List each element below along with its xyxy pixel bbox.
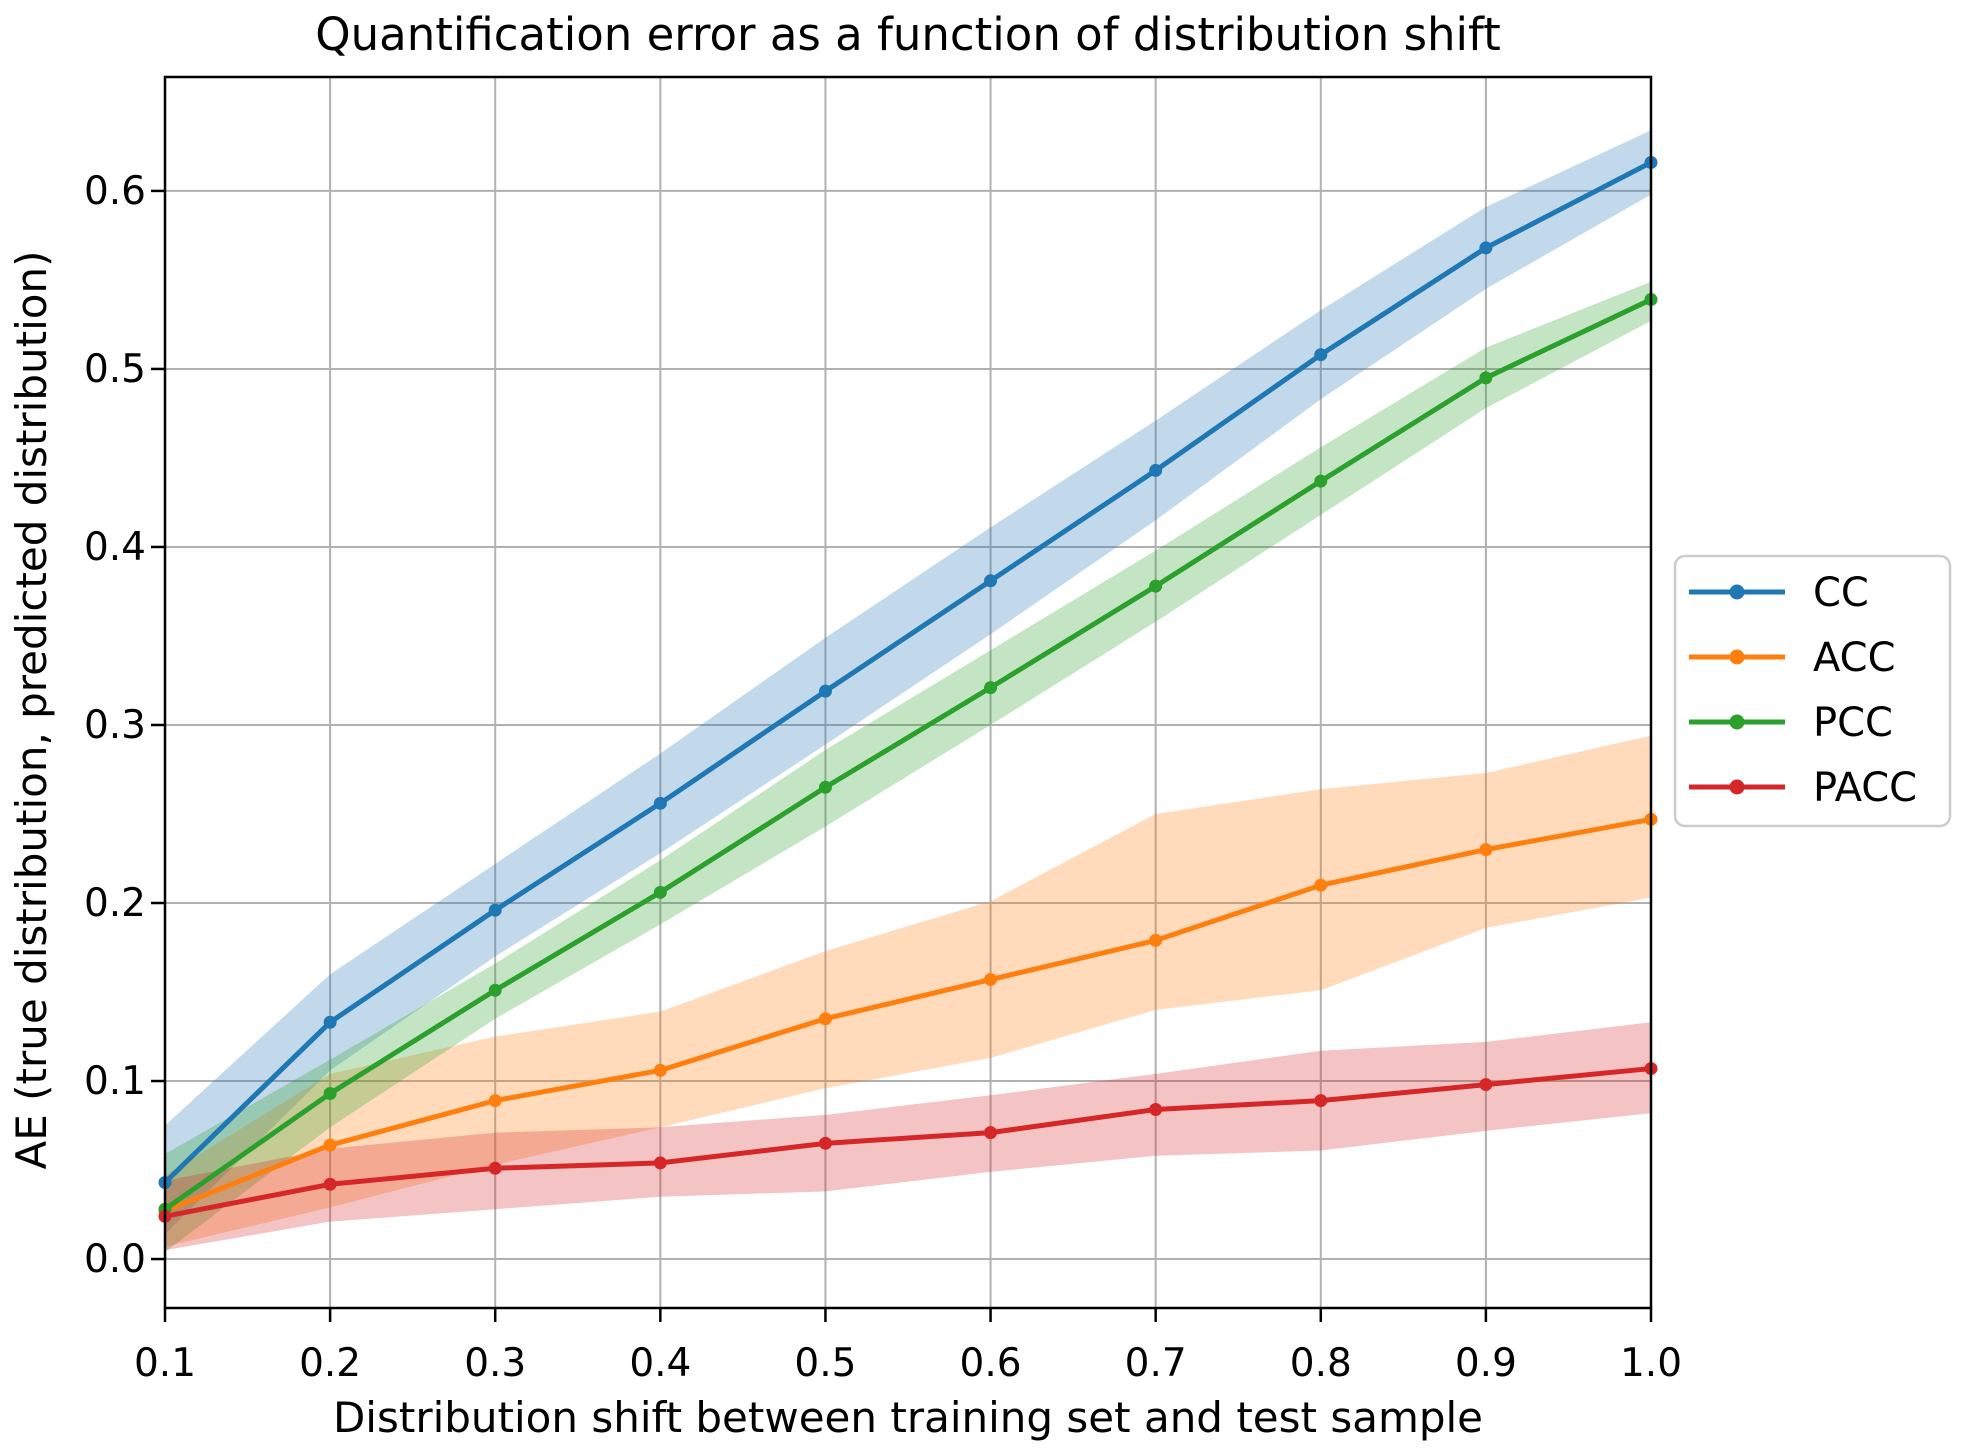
legend-marker bbox=[1729, 714, 1745, 730]
data-point-pacc bbox=[1149, 1103, 1163, 1117]
data-point-cc bbox=[1314, 348, 1328, 362]
data-point-pcc bbox=[1149, 579, 1163, 593]
data-point-pacc bbox=[653, 1156, 667, 1170]
legend-box bbox=[1673, 554, 1952, 828]
data-point-cc bbox=[1149, 463, 1163, 477]
data-point-acc bbox=[818, 1012, 832, 1026]
data-point-pacc bbox=[1479, 1078, 1493, 1092]
data-point-cc bbox=[1479, 241, 1493, 255]
legend-item-acc: ACC bbox=[1689, 635, 1896, 681]
y-tick-label: 0.0 bbox=[84, 1237, 146, 1282]
legend: CC ACC PCC PACC bbox=[1673, 554, 1952, 828]
data-point-pacc bbox=[488, 1161, 502, 1175]
data-point-acc bbox=[1314, 878, 1328, 892]
legend-label: CC bbox=[1813, 570, 1869, 616]
x-tick-label: 0.2 bbox=[299, 1341, 361, 1386]
data-point-cc bbox=[984, 574, 998, 588]
legend-item-cc: CC bbox=[1689, 570, 1869, 616]
x-tick-label: 0.7 bbox=[1125, 1341, 1187, 1386]
data-point-pacc bbox=[1314, 1094, 1328, 1108]
legend-marker bbox=[1729, 649, 1745, 665]
x-tick-labels: 0.1 0.2 0.3 0.4 0.5 0.6 0.7 0.8 0.9 1.0 bbox=[134, 1341, 1682, 1386]
y-tick-label: 0.3 bbox=[84, 703, 146, 748]
data-point-acc bbox=[1479, 843, 1493, 857]
confidence-band-pcc bbox=[165, 281, 1651, 1252]
series-line-acc bbox=[162, 816, 1654, 1214]
legend-marker bbox=[1729, 779, 1745, 795]
data-point-acc bbox=[488, 1094, 502, 1108]
x-tick-label: 0.3 bbox=[464, 1341, 526, 1386]
x-tick-label: 0.9 bbox=[1455, 1341, 1517, 1386]
chart-title: Quantification error as a function of di… bbox=[315, 8, 1501, 61]
legend-label: ACC bbox=[1813, 635, 1896, 681]
data-point-cc bbox=[818, 684, 832, 698]
data-point-pcc bbox=[818, 780, 832, 794]
data-point-pcc bbox=[984, 681, 998, 695]
plot-border bbox=[163, 75, 1653, 1310]
data-point-pcc bbox=[1314, 474, 1328, 488]
data-point-pacc bbox=[818, 1136, 832, 1150]
data-point-pcc bbox=[488, 983, 502, 997]
data-point-cc bbox=[488, 903, 502, 917]
legend-label: PCC bbox=[1813, 700, 1893, 746]
legend-item-pacc: PACC bbox=[1689, 765, 1917, 811]
data-point-pacc bbox=[323, 1177, 337, 1191]
data-point-pcc bbox=[653, 885, 667, 899]
series-line-cc bbox=[162, 159, 1654, 1185]
x-tick-label: 0.6 bbox=[960, 1341, 1022, 1386]
y-tick-label: 0.5 bbox=[84, 347, 146, 392]
data-point-acc bbox=[984, 973, 998, 987]
legend-item-pcc: PCC bbox=[1689, 700, 1893, 746]
data-point-acc bbox=[653, 1063, 667, 1077]
series-line-pcc bbox=[162, 297, 1654, 1212]
y-tick-label: 0.2 bbox=[84, 881, 146, 926]
y-axis-label: AE (true distribution, predicted distrib… bbox=[7, 251, 56, 1170]
data-point-acc bbox=[323, 1138, 337, 1152]
axes-spines bbox=[163, 75, 1653, 1310]
confidence-band-cc bbox=[165, 130, 1651, 1235]
x-tick-label: 0.8 bbox=[1290, 1341, 1352, 1386]
data-point-pcc bbox=[323, 1086, 337, 1100]
data-point-pcc bbox=[1479, 371, 1493, 385]
series-lines bbox=[162, 159, 1654, 1219]
confidence-bands bbox=[165, 130, 1651, 1252]
y-tick-label: 0.1 bbox=[84, 1059, 146, 1104]
legend-label: PACC bbox=[1813, 765, 1917, 811]
x-tick-label: 0.4 bbox=[629, 1341, 691, 1386]
x-tick-label: 1.0 bbox=[1620, 1341, 1682, 1386]
axis-ticks bbox=[151, 189, 1653, 1322]
x-tick-label: 0.1 bbox=[134, 1341, 196, 1386]
data-point-acc bbox=[1149, 933, 1163, 947]
confidence-band-acc bbox=[165, 735, 1651, 1247]
y-tick-labels: 0.0 0.1 0.2 0.3 0.4 0.5 0.6 bbox=[84, 169, 146, 1282]
x-tick-label: 0.5 bbox=[794, 1341, 856, 1386]
data-point-cc bbox=[653, 796, 667, 810]
x-axis-label: Distribution shift between training set … bbox=[333, 1393, 1483, 1442]
legend-marker bbox=[1729, 584, 1745, 600]
y-tick-label: 0.4 bbox=[84, 525, 146, 570]
series-line-pacc bbox=[162, 1066, 1654, 1219]
data-point-pacc bbox=[984, 1126, 998, 1140]
y-tick-label: 0.6 bbox=[84, 169, 146, 214]
data-point-cc bbox=[323, 1015, 337, 1029]
